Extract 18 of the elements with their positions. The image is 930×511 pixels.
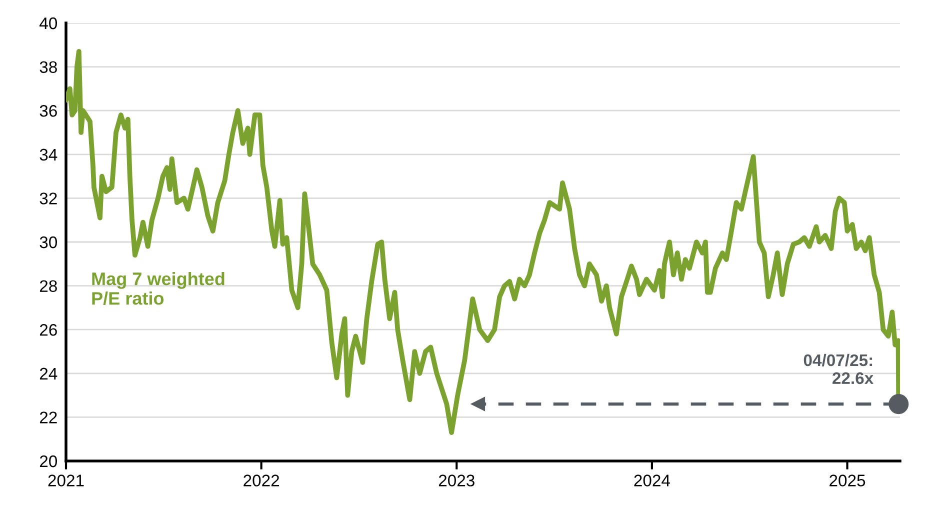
y-tick-label: 34: [40, 148, 58, 161]
text: Mag 7 weighted P/E ratio: [92, 272, 224, 305]
annotation: 04/07/25: 22.6x: [804, 354, 874, 384]
x-tick-label: 2024: [634, 474, 670, 486]
x-tick-label: 2021: [48, 474, 84, 486]
y-tick-label: 38: [40, 61, 57, 74]
y-tick-label: 32: [40, 192, 57, 204]
y-tick-label: 36: [40, 105, 57, 117]
x-tick-label: 2022: [244, 474, 280, 486]
y-tick-label: 22: [40, 412, 57, 424]
y-tick-label: 20: [40, 455, 58, 468]
x-tick-label: 2025: [830, 474, 866, 486]
y-tick-label: 26: [40, 324, 57, 336]
y-tick-label: 40: [40, 17, 58, 30]
y-tick-label: 28: [40, 280, 57, 292]
y-tick-label: 24: [40, 368, 58, 380]
y-tick-label: 30: [40, 236, 58, 248]
x-tick-label: 2023: [438, 474, 474, 486]
